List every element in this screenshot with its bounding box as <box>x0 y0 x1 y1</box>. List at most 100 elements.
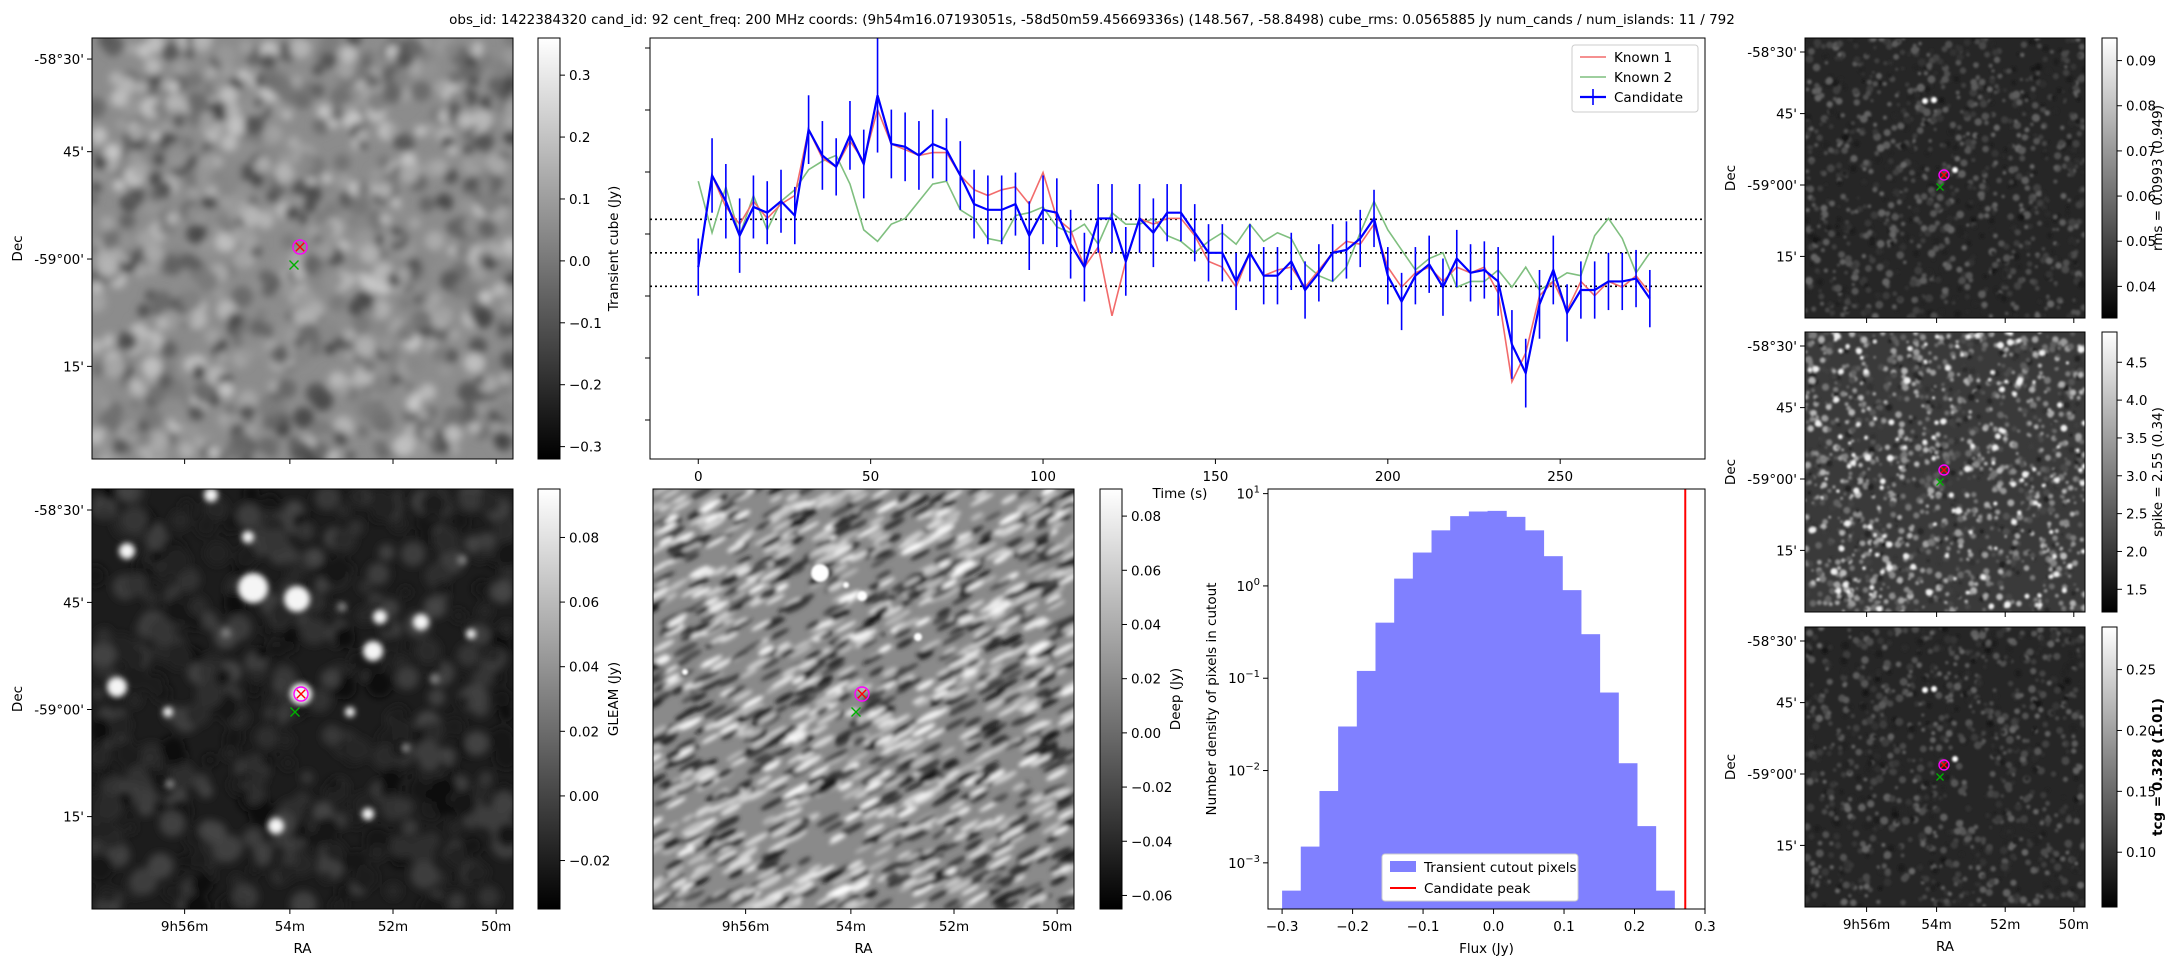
streak-blob <box>902 828 926 842</box>
streak-blob <box>653 898 670 909</box>
streak-blob <box>1043 788 1065 801</box>
noise-speck <box>1931 257 1935 262</box>
streak-blob <box>825 540 849 554</box>
streak-blob <box>705 536 727 549</box>
streak-blob <box>653 561 670 573</box>
streak-blob <box>1028 793 1044 803</box>
streak-blob <box>732 618 753 630</box>
speckle <box>1987 477 1991 481</box>
noise-speck <box>1932 245 1940 252</box>
speckle <box>1999 549 2004 554</box>
noise-speck <box>1954 187 1960 193</box>
background-blob <box>94 627 112 645</box>
speckle <box>2074 510 2080 516</box>
noise-speck <box>1832 86 1841 95</box>
speckle <box>2052 428 2057 434</box>
speckle <box>2069 511 2075 517</box>
streak-blob <box>872 712 893 725</box>
noise-blob <box>356 129 369 142</box>
noise-speck <box>2024 240 2029 245</box>
streak-blob <box>750 732 769 743</box>
noise-speck <box>1861 276 1868 283</box>
noise-speck <box>1927 147 1933 152</box>
background-blob <box>142 753 156 768</box>
noise-speck <box>1882 197 1888 202</box>
bright-source <box>363 641 383 661</box>
noise-speck <box>1910 178 1916 183</box>
noise-speck <box>1877 90 1881 95</box>
background-blob <box>96 794 124 822</box>
noise-speck <box>2013 121 2022 130</box>
speckle <box>1867 467 1871 471</box>
noise-speck <box>2035 71 2041 76</box>
streak-blob <box>736 577 761 591</box>
noise-blob <box>431 316 444 329</box>
background-blob <box>163 547 191 575</box>
noise-blob <box>101 230 124 252</box>
noise-blob <box>474 375 485 386</box>
streak-blob <box>988 601 1013 616</box>
streak-blob <box>806 620 821 630</box>
bright-source <box>914 633 922 641</box>
noise-speck <box>1950 141 1955 146</box>
noise-speck <box>1883 221 1887 226</box>
streak-blob <box>849 489 866 496</box>
background-blob <box>198 662 219 683</box>
speckle <box>1983 461 1988 466</box>
background-blob <box>148 618 176 645</box>
streak-blob <box>856 524 882 539</box>
streak-blob <box>690 489 715 497</box>
noise-speck <box>1892 291 1898 297</box>
speckle <box>1997 363 2001 366</box>
colorbar-tick-label: 0.1 <box>569 192 590 208</box>
speckle <box>1865 449 1868 452</box>
noise-speck <box>2076 275 2081 280</box>
noise-speck <box>1969 153 1976 159</box>
noise-blob <box>477 53 494 69</box>
noise-speck <box>1957 170 1966 178</box>
speckle <box>1858 462 1863 468</box>
streak-blob <box>905 570 925 582</box>
noise-blob <box>204 66 218 79</box>
noise-blob <box>438 363 453 378</box>
noise-blob <box>497 266 509 278</box>
noise-blob <box>472 41 484 53</box>
streak-blob <box>974 627 988 636</box>
noise-speck <box>2041 140 2048 147</box>
noise-speck <box>2044 156 2049 161</box>
noise-speck <box>2062 259 2070 267</box>
streak-blob <box>838 590 861 603</box>
streak-blob <box>1058 513 1071 522</box>
speckle <box>1948 397 1953 402</box>
noise-speck <box>1915 171 1922 177</box>
streak-blob <box>798 658 817 670</box>
noise-blob <box>456 279 476 299</box>
streak-blob <box>1041 726 1056 736</box>
noise-speck <box>1875 72 1883 80</box>
noise-speck <box>1891 112 1900 120</box>
noise-speck <box>1933 71 1938 75</box>
background-blob <box>147 852 174 879</box>
noise-speck <box>1981 301 1988 309</box>
noise-speck <box>2074 270 2083 278</box>
noise-speck <box>1876 240 1885 248</box>
streak-blob <box>653 586 664 598</box>
noise-speck <box>2034 265 2038 269</box>
speckle <box>1934 343 1939 348</box>
noise-speck <box>2019 77 2023 82</box>
background-blob <box>296 521 315 541</box>
noise-speck <box>2029 38 2037 46</box>
noise-blob <box>292 267 306 281</box>
background-blob <box>479 532 495 548</box>
speckle <box>1890 511 1897 518</box>
noise-speck <box>1928 224 1937 233</box>
noise-speck <box>2070 146 2078 154</box>
colorbar-tick-label: 0.02 <box>569 724 599 740</box>
streak-blob <box>943 867 957 876</box>
streak-blob <box>726 541 745 553</box>
noise-speck <box>1872 182 1880 189</box>
noise-blob <box>503 99 513 117</box>
noise-speck <box>2015 172 2023 180</box>
noise-speck <box>2044 210 2052 218</box>
